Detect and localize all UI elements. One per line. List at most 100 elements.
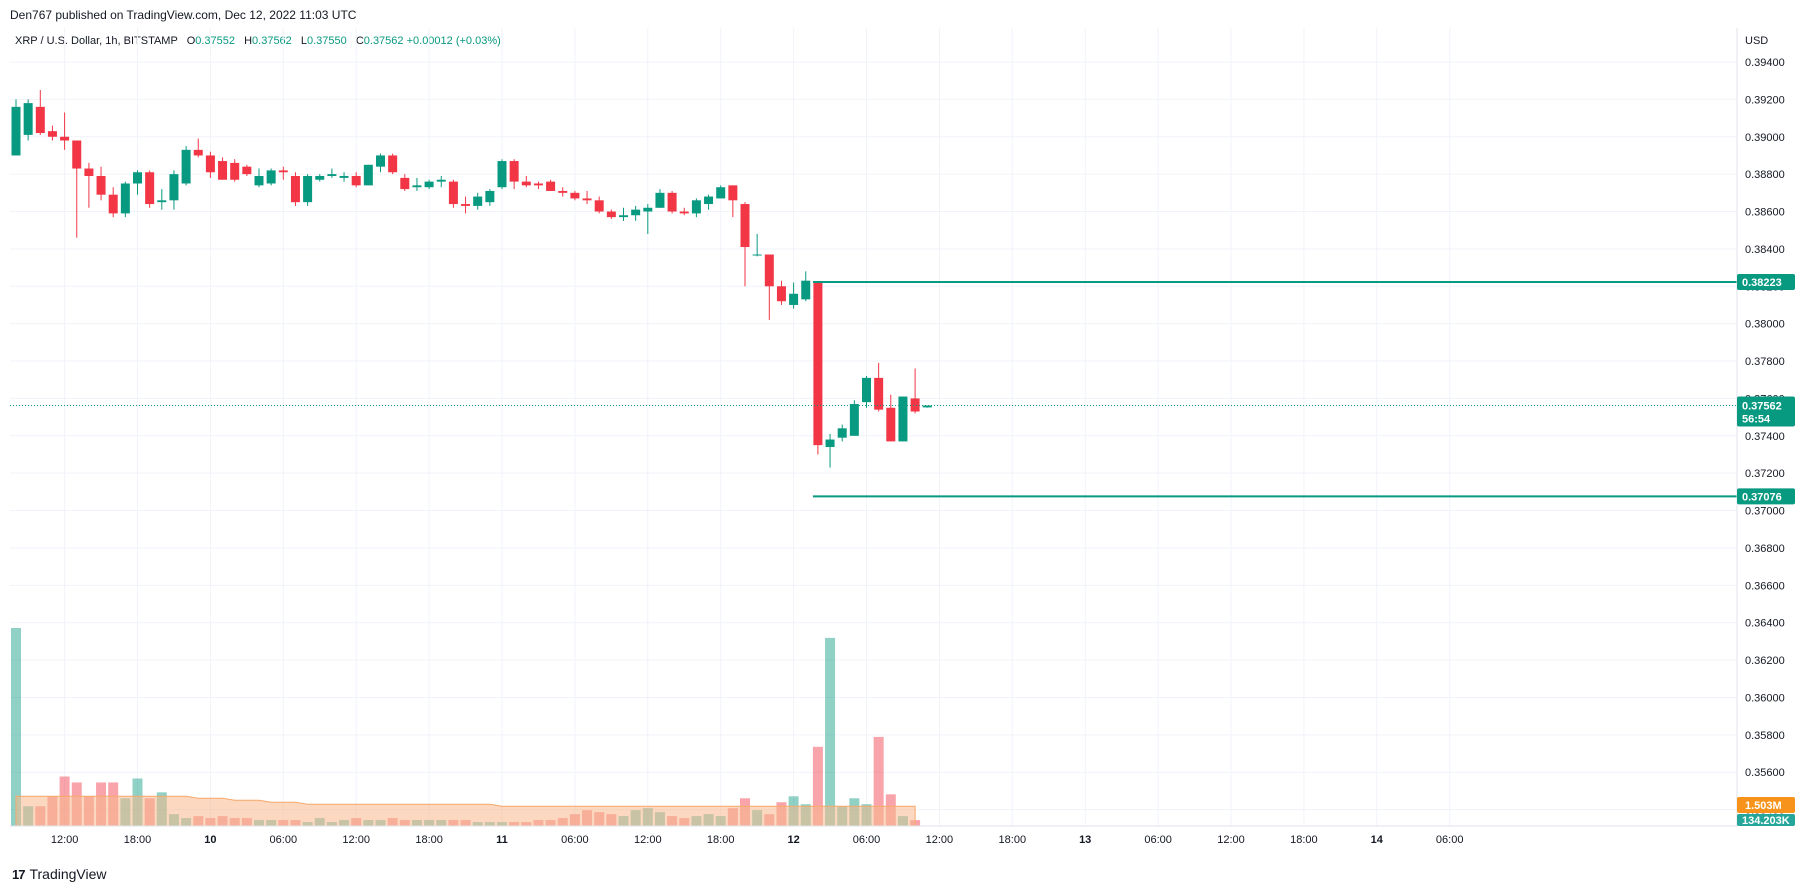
candle-body: [315, 176, 325, 180]
high-value: 0.37562: [252, 35, 292, 47]
last-price-label: 0.37562: [1742, 401, 1782, 413]
candle-body: [400, 177, 410, 190]
candle-body: [47, 131, 57, 137]
candle-body: [254, 176, 264, 186]
candle-body: [448, 181, 458, 205]
tradingview-logo[interactable]: 17 TradingView: [12, 866, 107, 882]
open-label: O: [186, 35, 196, 47]
price-tick-label: 0.38000: [1745, 319, 1785, 331]
candle-body: [619, 215, 628, 218]
candle-body: [752, 254, 762, 256]
candle-body: [363, 164, 373, 186]
candle-body: [327, 174, 337, 177]
candle-body: [862, 377, 871, 403]
candle-body: [801, 280, 811, 300]
symbol-title[interactable]: XRP / U.S. Dollar, 1h, BITSTAMP: [15, 35, 178, 47]
close-value: 0.37562: [363, 35, 404, 47]
brand-name: TradingView: [29, 866, 107, 882]
candle-body: [181, 149, 191, 184]
volume-bar: [873, 736, 884, 826]
price-tick-label: 0.39400: [1745, 57, 1785, 69]
time-tick-label: 10: [204, 834, 216, 846]
currency-label: USD: [1745, 35, 1768, 47]
price-tick-label: 0.37000: [1745, 506, 1785, 518]
publisher-line: Den767 published on TradingView.com, Dec…: [10, 8, 357, 22]
candle-body: [558, 190, 568, 193]
time-tick-label: 06:00: [1436, 834, 1464, 846]
candle-body: [691, 200, 701, 214]
candle-body: [582, 198, 592, 201]
open-value: 0.37552: [195, 35, 236, 47]
time-tick-label: 12:00: [51, 834, 79, 846]
price-tick-label: 0.38800: [1745, 169, 1785, 181]
candle-body: [837, 428, 847, 438]
candle-body: [218, 161, 228, 180]
candle-body: [120, 183, 130, 214]
candle-body: [667, 192, 677, 212]
candle-body: [412, 185, 422, 188]
candle-body: [145, 172, 155, 205]
high-label: H: [244, 35, 253, 47]
volume-bar: [11, 628, 21, 826]
candle-body: [424, 181, 434, 188]
candle-body: [570, 192, 580, 199]
candle-body: [740, 204, 750, 248]
close-label: C: [355, 35, 364, 47]
countdown-label: 56:54: [1742, 414, 1771, 426]
candle-body: [169, 174, 179, 201]
candle-body: [11, 106, 21, 156]
level-price-label: 0.38223: [1742, 277, 1782, 289]
candle-body: [655, 192, 665, 208]
horizontal-levels: [812, 280, 1737, 498]
price-axis: 0.39400 0.39200 0.39000 0.38800 0.38600 0.384…: [1745, 57, 1785, 817]
level-price-tag: [1737, 488, 1795, 505]
candle-body: [789, 293, 799, 305]
candle-body: [485, 190, 495, 203]
candle-body: [716, 187, 726, 199]
price-tick-label: 0.35800: [1745, 730, 1785, 742]
time-tick-label: 12:00: [1217, 834, 1245, 846]
tradingview-logo-icon: 17: [12, 866, 26, 882]
price-tick-label: 0.36600: [1745, 580, 1785, 592]
candle-body: [631, 209, 641, 216]
change-value: +0.00012 (+0.03%): [406, 35, 501, 47]
price-tick-label: 0.35600: [1745, 767, 1785, 779]
candle-body: [679, 211, 689, 214]
volume-value-label: 1.503M: [1745, 800, 1782, 812]
price-tick-label: 0.37800: [1745, 356, 1785, 368]
candle-body: [157, 200, 167, 203]
candle-body: [813, 282, 823, 446]
candle-body: [84, 168, 94, 177]
candle-body: [60, 136, 70, 141]
price-tick-label: 0.37200: [1745, 468, 1785, 480]
candle-body: [461, 204, 471, 206]
time-tick-label: 14: [1371, 834, 1384, 846]
candle-body: [497, 161, 507, 188]
candle-body: [351, 176, 361, 186]
candle-body: [776, 286, 786, 302]
candle-body: [473, 196, 483, 206]
candle-body: [133, 172, 142, 184]
chart-grid: [10, 28, 1737, 826]
candle-body: [874, 377, 884, 410]
level-price-tag: [1737, 273, 1795, 290]
candle-body: [509, 161, 519, 182]
time-tick-label: 18:00: [999, 834, 1027, 846]
candle-body: [825, 439, 835, 448]
candle-body: [898, 396, 908, 442]
volume-ma-label: 134.203K: [1742, 815, 1790, 827]
volume-bar: [812, 746, 823, 826]
candle-body: [594, 200, 604, 212]
candle-body: [704, 196, 714, 205]
price-tick-label: 0.39000: [1745, 132, 1785, 144]
price-tick-label: 0.36200: [1745, 655, 1785, 667]
price-tick-label: 0.37400: [1745, 431, 1785, 443]
time-tick-label: 12:00: [634, 834, 662, 846]
symbol-legend: XRP / U.S. Dollar, 1h, BITSTAMP O0.37552…: [15, 35, 501, 47]
volume-ma-tag: [1737, 814, 1795, 826]
candle-body: [643, 207, 653, 212]
candle-body: [230, 162, 240, 180]
candle-body: [533, 183, 543, 186]
